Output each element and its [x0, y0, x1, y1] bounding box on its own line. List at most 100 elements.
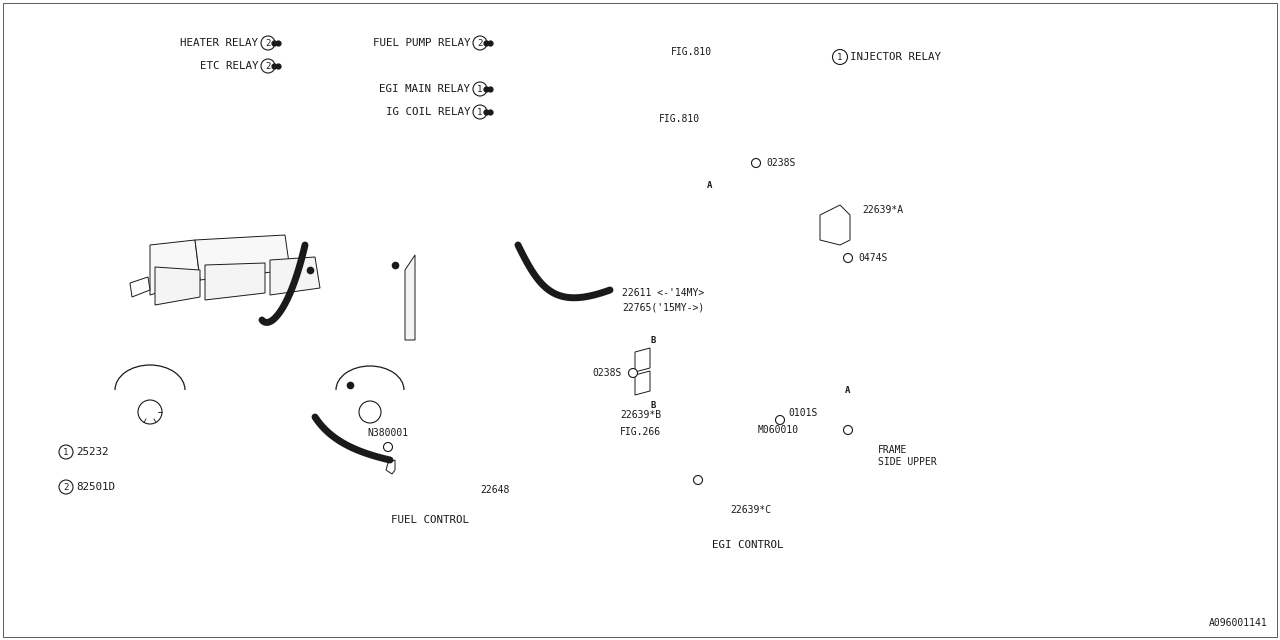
Polygon shape: [205, 263, 265, 300]
Polygon shape: [635, 348, 650, 372]
Circle shape: [832, 49, 847, 65]
Bar: [494, 145, 541, 153]
Text: 22611 <-'14MY>: 22611 <-'14MY>: [622, 288, 704, 298]
Text: 0474S: 0474S: [858, 253, 887, 263]
Polygon shape: [812, 43, 820, 66]
Bar: [270, 39, 278, 47]
Bar: [305, 33, 332, 53]
Bar: [646, 399, 659, 410]
Text: 2: 2: [63, 483, 69, 492]
Bar: [490, 125, 516, 145]
Bar: [305, 56, 332, 76]
Polygon shape: [398, 250, 415, 415]
Bar: [792, 48, 812, 66]
Bar: [721, 35, 778, 70]
Bar: [278, 102, 305, 122]
Polygon shape: [150, 253, 401, 395]
Polygon shape: [270, 257, 320, 295]
Circle shape: [844, 426, 852, 435]
Text: FIG.266: FIG.266: [620, 427, 662, 437]
Text: 25232: 25232: [76, 447, 109, 457]
Polygon shape: [396, 452, 477, 496]
Text: A096001141: A096001141: [1210, 618, 1268, 628]
Circle shape: [346, 387, 396, 437]
Text: M060010: M060010: [758, 425, 799, 435]
Polygon shape: [778, 28, 790, 70]
Bar: [20, 448, 35, 460]
Polygon shape: [195, 235, 291, 280]
Text: 22639*C: 22639*C: [730, 505, 771, 515]
Circle shape: [474, 36, 486, 50]
Bar: [35, 486, 40, 492]
Bar: [708, 95, 786, 143]
Circle shape: [844, 253, 852, 262]
Text: 2: 2: [265, 61, 270, 70]
Circle shape: [358, 401, 381, 423]
Polygon shape: [120, 310, 145, 355]
Circle shape: [694, 476, 703, 484]
Bar: [517, 33, 543, 53]
Text: FIG.810: FIG.810: [671, 47, 712, 57]
Bar: [483, 108, 490, 116]
Circle shape: [124, 386, 177, 438]
Polygon shape: [155, 267, 200, 305]
Polygon shape: [721, 28, 790, 35]
Text: EGI CONTROL: EGI CONTROL: [712, 540, 783, 550]
Text: 82501D: 82501D: [76, 482, 115, 492]
Bar: [278, 79, 305, 99]
Bar: [517, 56, 543, 76]
Polygon shape: [650, 325, 829, 405]
Circle shape: [138, 400, 163, 424]
Bar: [282, 25, 329, 33]
Polygon shape: [708, 87, 800, 95]
Bar: [305, 125, 332, 145]
Polygon shape: [820, 205, 850, 245]
Bar: [494, 25, 541, 33]
Bar: [278, 33, 305, 53]
Circle shape: [776, 415, 785, 424]
Bar: [490, 79, 516, 99]
Circle shape: [628, 369, 637, 378]
Text: 0238S: 0238S: [765, 158, 795, 168]
Circle shape: [474, 82, 486, 96]
Bar: [517, 125, 543, 145]
Circle shape: [59, 445, 73, 459]
Bar: [841, 385, 855, 396]
Polygon shape: [131, 277, 150, 297]
Text: 1: 1: [837, 52, 842, 61]
Circle shape: [261, 59, 275, 73]
Bar: [483, 85, 490, 93]
Bar: [517, 79, 543, 99]
Bar: [305, 102, 332, 122]
Bar: [483, 39, 490, 47]
Text: EGI MAIN RELAY: EGI MAIN RELAY: [379, 84, 470, 94]
Bar: [646, 335, 659, 346]
Text: FRAME: FRAME: [878, 445, 908, 455]
Circle shape: [384, 442, 393, 451]
Text: B: B: [650, 401, 655, 410]
Polygon shape: [128, 225, 150, 315]
Text: IG COIL RELAY: IG COIL RELAY: [385, 107, 470, 117]
Circle shape: [751, 159, 760, 168]
Text: 22765('15MY->): 22765('15MY->): [622, 302, 704, 312]
Bar: [517, 102, 543, 122]
Text: 22639*A: 22639*A: [861, 205, 904, 215]
Text: A: A: [845, 385, 851, 394]
Polygon shape: [150, 240, 200, 295]
Text: 22639*B: 22639*B: [620, 410, 662, 420]
Bar: [278, 125, 305, 145]
Polygon shape: [695, 408, 870, 500]
Text: FIG.810: FIG.810: [659, 114, 700, 124]
Text: SIDE UPPER: SIDE UPPER: [878, 457, 937, 467]
Polygon shape: [20, 444, 40, 448]
Text: B: B: [650, 335, 655, 344]
Text: N380001: N380001: [367, 428, 408, 438]
Polygon shape: [404, 255, 415, 340]
Circle shape: [59, 480, 73, 494]
Polygon shape: [35, 478, 41, 496]
Polygon shape: [387, 460, 396, 474]
Text: 2: 2: [477, 38, 483, 47]
Polygon shape: [739, 185, 840, 275]
Bar: [305, 79, 332, 99]
Bar: [490, 33, 516, 53]
